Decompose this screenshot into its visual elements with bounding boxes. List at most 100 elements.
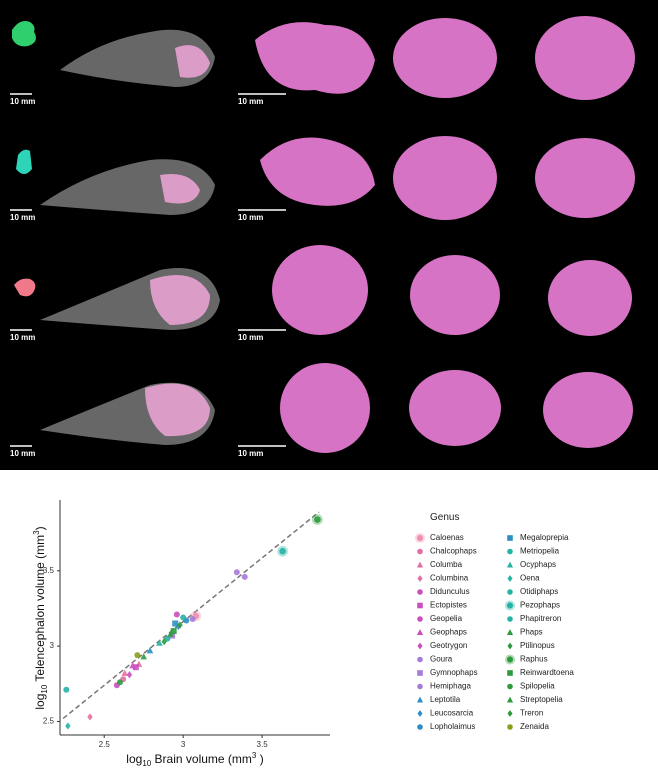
point xyxy=(134,652,141,659)
legend-marker xyxy=(417,602,423,609)
brain xyxy=(272,245,368,335)
point xyxy=(172,620,179,627)
legend-label: Chalcophaps xyxy=(430,547,477,556)
point xyxy=(117,679,123,686)
point xyxy=(65,722,71,730)
legend-marker xyxy=(416,534,424,542)
legend-marker xyxy=(416,696,424,703)
x-label-part: 10 xyxy=(142,759,151,768)
brain xyxy=(543,372,633,448)
legend-label: Phaps xyxy=(520,628,543,637)
legend-label: Oena xyxy=(520,574,540,583)
legend-label: Otidiphaps xyxy=(520,587,558,596)
point xyxy=(177,621,183,629)
point xyxy=(63,686,70,693)
legend-label: Geotrygon xyxy=(430,641,467,650)
legend-marker xyxy=(417,683,423,690)
x-axis-label: log10 Brain volume (mm3 ) xyxy=(126,751,263,768)
legend-label: Streptopelia xyxy=(520,695,563,704)
legend-marker xyxy=(416,561,424,568)
legend-marker xyxy=(507,616,513,622)
brain xyxy=(409,370,501,446)
point xyxy=(233,569,240,576)
brain xyxy=(280,363,370,453)
scale-label: 10 mm xyxy=(10,449,35,458)
brain xyxy=(548,260,632,336)
scale-label: 10 mm xyxy=(238,97,263,106)
legend-marker xyxy=(417,724,423,730)
legend-label: Metriopelia xyxy=(520,547,560,556)
y-label-part: log xyxy=(33,694,47,710)
legend-label: Reinwardtoena xyxy=(520,668,574,677)
y-label-part: Telencephalon volume (mm xyxy=(33,535,47,685)
legend-marker xyxy=(417,548,423,555)
brain-overlay xyxy=(175,45,210,78)
point xyxy=(164,635,171,642)
brain xyxy=(535,138,635,218)
scale-label: 10 mm xyxy=(238,213,263,222)
legend-label: Lopholaimus xyxy=(430,722,475,731)
y-label-part: 3 xyxy=(32,530,41,535)
legend-label: Caloenas xyxy=(430,533,464,542)
legend-label: Megaloprepia xyxy=(520,533,569,542)
legend-marker xyxy=(507,589,513,595)
point xyxy=(121,669,129,676)
legend-label: Columba xyxy=(430,560,463,569)
brain-overlay xyxy=(150,275,210,325)
legend-label: Zenaida xyxy=(520,722,549,731)
legend-marker xyxy=(507,724,513,730)
point xyxy=(132,664,139,671)
y-tick-label: 3.5 xyxy=(43,566,55,575)
x-label-part: 3 xyxy=(252,751,257,760)
point xyxy=(173,611,180,618)
legend-label: Ectopistes xyxy=(430,601,467,610)
skull xyxy=(60,29,215,87)
legend-label: Hemiphaga xyxy=(430,682,471,691)
legend-marker xyxy=(506,561,514,568)
point xyxy=(146,647,154,654)
plot: log10 Brain volume (mm3 ) log10 Telencep… xyxy=(32,500,574,768)
legend-label: Didunculus xyxy=(430,587,470,596)
point xyxy=(156,639,163,646)
point xyxy=(180,614,187,621)
point xyxy=(279,547,286,555)
brain xyxy=(535,16,635,100)
brain-overlay xyxy=(145,383,210,437)
y-axis-label: log10 Telencephalon volume (mm3) xyxy=(32,526,49,709)
legend-label: Leucosarcia xyxy=(430,709,474,718)
legend-label: Leptotila xyxy=(430,695,461,704)
legend-label: Ocyphaps xyxy=(520,560,556,569)
legend-marker xyxy=(417,616,423,622)
brain xyxy=(393,18,497,98)
legend-marker xyxy=(506,656,514,663)
scale-label: 10 mm xyxy=(10,333,35,342)
legend-label: Pezophaps xyxy=(520,601,560,610)
bird-icon xyxy=(12,21,36,47)
x-label-part: ) xyxy=(256,752,263,766)
brain xyxy=(410,255,500,335)
legend-marker xyxy=(417,589,423,595)
scale-label: 10 mm xyxy=(10,97,35,106)
point xyxy=(161,638,167,646)
y-tick-label: 3 xyxy=(50,641,55,650)
legend-marker xyxy=(417,656,423,663)
legend-label: Phapitreron xyxy=(520,614,561,623)
legend-marker xyxy=(507,548,513,555)
y-label-part: ) xyxy=(33,526,47,530)
legend-label: Geophaps xyxy=(430,628,467,637)
legend-marker xyxy=(417,642,423,650)
brain xyxy=(393,136,497,220)
scale-label: 10 mm xyxy=(238,333,263,342)
legend-label: Columbina xyxy=(430,574,469,583)
trend-line xyxy=(62,511,320,720)
legend-marker xyxy=(507,642,513,650)
x-tick-label: 2.5 xyxy=(99,740,111,749)
point xyxy=(129,662,136,669)
x-label-part: Brain volume (mm xyxy=(151,752,252,766)
point xyxy=(167,630,174,637)
legend-marker xyxy=(507,710,513,717)
legend-marker xyxy=(416,629,424,636)
point xyxy=(126,671,133,679)
legend-marker xyxy=(506,696,514,703)
x-tick-label: 3 xyxy=(181,740,186,749)
